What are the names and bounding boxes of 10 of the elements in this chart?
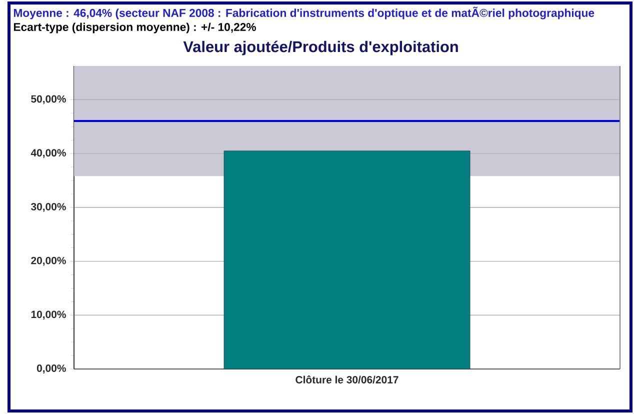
y-tick-label: 10,00% <box>31 310 66 320</box>
text: Ecart-type (dispersion moyenne) : +/- 10,22% <box>14 22 256 34</box>
y-tick-label: 0,00% <box>36 364 66 374</box>
x-tick-label: Clôture le 30/06/2017 <box>296 376 398 384</box>
y-tick-label: 20,00% <box>31 256 66 266</box>
y-tick-label: 50,00% <box>31 95 66 104</box>
y-tick-label: 30,00% <box>30 202 66 212</box>
chart-title: Valeur ajoutée/Produits d'exploitation <box>183 40 458 56</box>
y-tick-label: 40,00% <box>30 149 66 158</box>
text: Moyenne : 46,04% (secteur NAF 2008 : Fabrication d'instruments d'optique et de matÃ©riel photographique <box>14 6 594 20</box>
